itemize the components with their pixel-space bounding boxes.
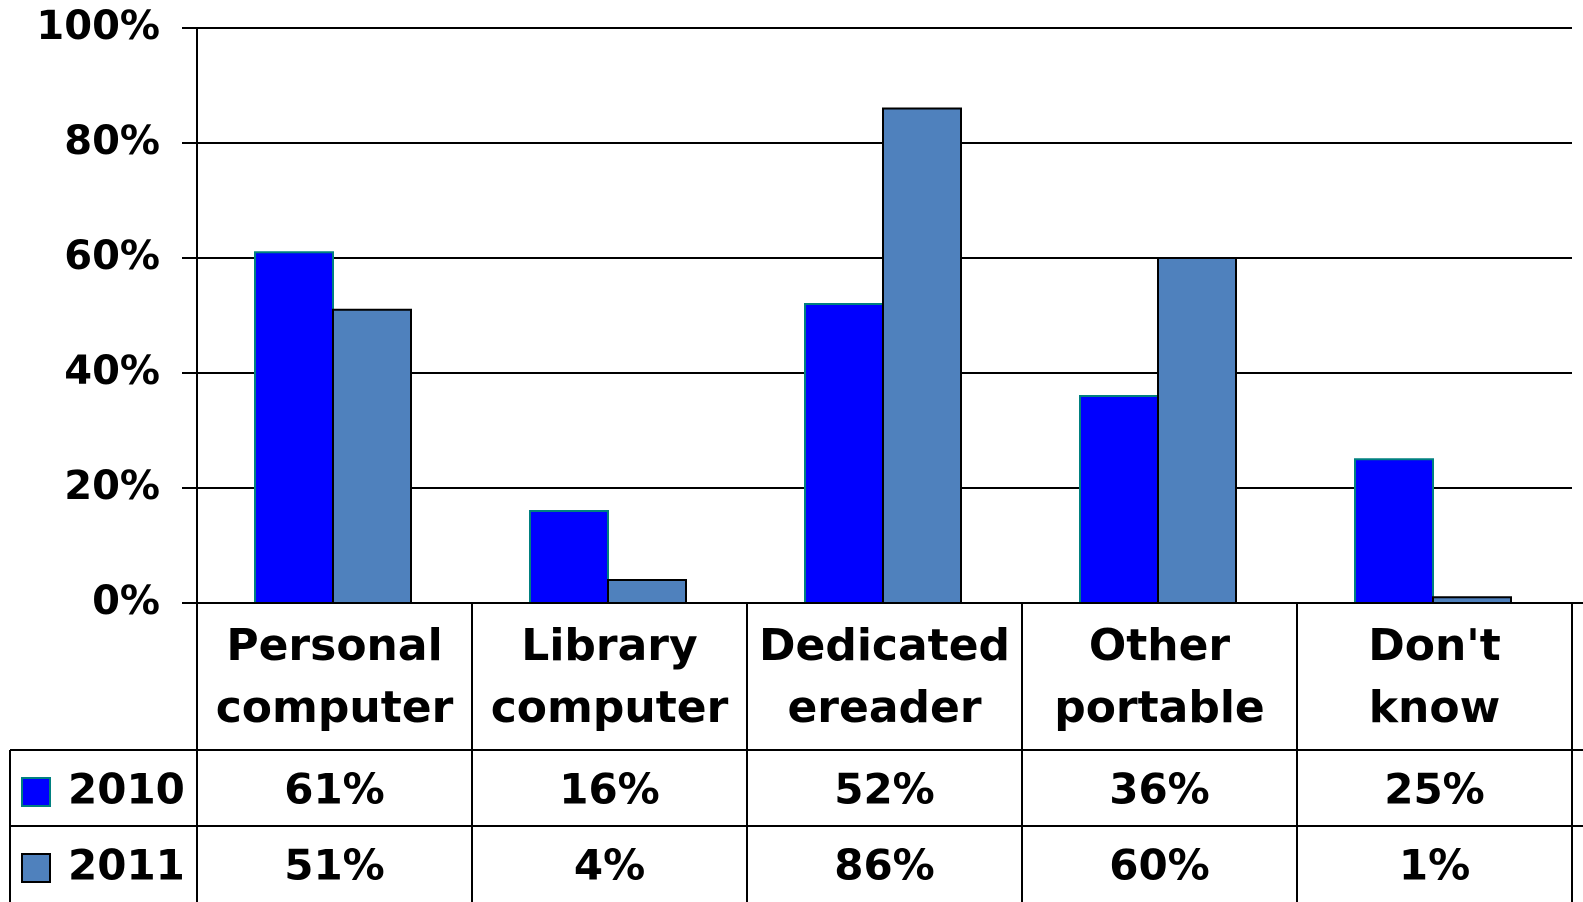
table-value: 61% [284, 765, 385, 814]
bar [254, 251, 334, 604]
y-tick-label: 80% [64, 118, 160, 164]
x-tick-label: Other portable [1022, 603, 1297, 750]
bar [882, 107, 962, 604]
category-text: Personal computer [215, 619, 454, 733]
table-value: 4% [574, 841, 645, 890]
category-text: Don't know [1368, 619, 1501, 733]
y-tick-label: 20% [64, 463, 160, 509]
table-value: 1% [1399, 841, 1470, 890]
category-text: Other portable [1054, 619, 1265, 733]
bar [804, 303, 884, 604]
x-tick-label: Personal computer [197, 603, 472, 750]
x-tick-label: Library computer [472, 603, 747, 750]
legend-key [21, 853, 51, 883]
category-text: Dedicated ereader [758, 619, 1011, 733]
x-tick-label: Dedicated ereader [747, 603, 1022, 750]
table-value: 25% [1384, 765, 1485, 814]
table-value: 36% [1109, 765, 1210, 814]
table-value: 51% [284, 841, 385, 890]
table-value: 16% [559, 765, 660, 814]
y-tick-label: 0% [92, 578, 160, 624]
bar [332, 308, 412, 604]
category-text: Library computer [490, 619, 729, 733]
table-value: 60% [1109, 841, 1210, 890]
legend-label: 2010 [68, 765, 185, 814]
bar [607, 579, 687, 604]
y-tick-label: 40% [64, 348, 160, 394]
bar [1157, 257, 1237, 604]
y-tick-label: 100% [36, 3, 160, 49]
bar [1079, 395, 1159, 604]
legend-key [21, 777, 51, 807]
y-tick-label: 60% [64, 233, 160, 279]
bar [529, 510, 609, 604]
bar [1354, 458, 1434, 604]
legend-label: 2011 [68, 841, 185, 890]
table-value: 52% [834, 765, 935, 814]
x-tick-label: Don't know [1297, 603, 1572, 750]
table-value: 86% [834, 841, 935, 890]
